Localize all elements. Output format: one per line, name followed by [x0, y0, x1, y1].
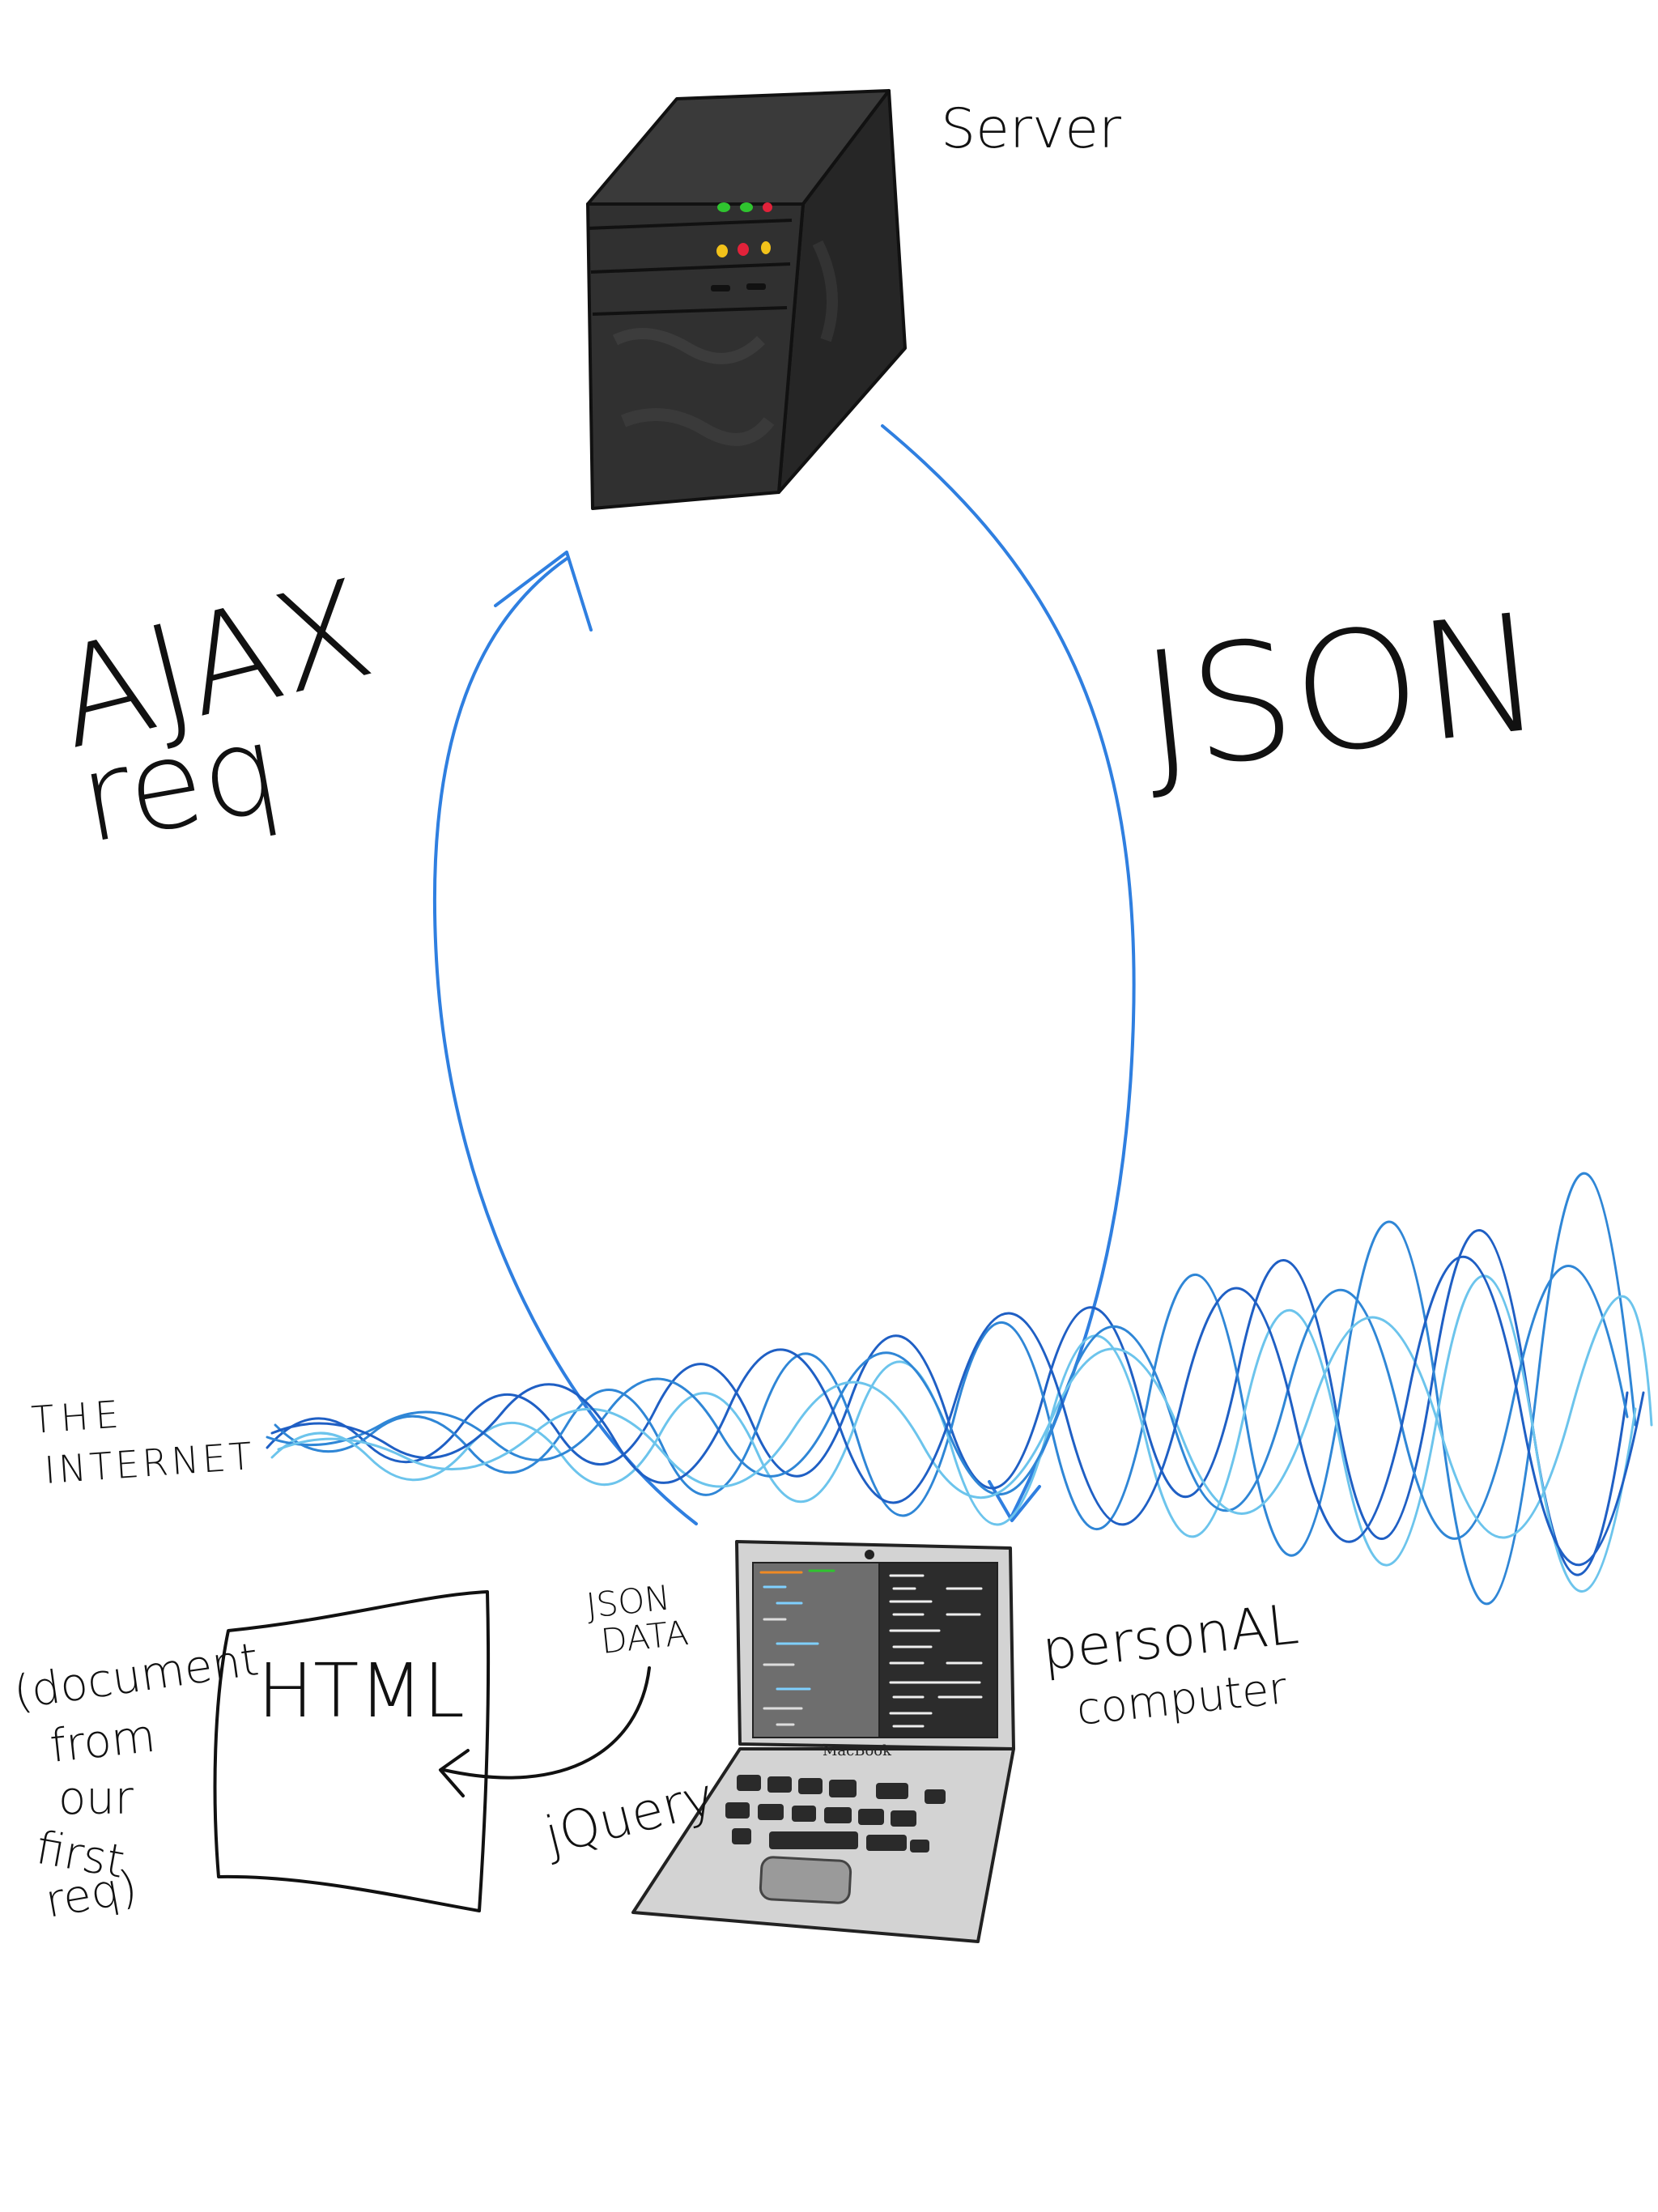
ajax-label-line2: req	[70, 697, 290, 870]
server-label: Server	[941, 97, 1121, 161]
internet-label-line1: THE	[30, 1392, 126, 1442]
json-data-label-line1: JSON	[585, 1577, 672, 1626]
json-data-label-line2: DATA	[599, 1613, 691, 1661]
doc-note-line2: from	[48, 1710, 158, 1773]
server-tower-icon	[586, 89, 907, 510]
laptop-icon	[631, 1540, 1015, 1943]
jquery-arrow	[439, 1666, 651, 1797]
ajax-request-arrow	[432, 551, 698, 1525]
doc-note-line1: (document	[11, 1633, 261, 1720]
internet-waves	[266, 1172, 1653, 1606]
macbook-label: MacBook	[823, 1742, 892, 1759]
doc-note-line3: our	[58, 1772, 134, 1825]
json-response-arrow	[881, 424, 1136, 1522]
internet-label-line2: INTERNET	[43, 1434, 257, 1492]
json-label: JSON	[1134, 578, 1551, 807]
html-document-box	[213, 1590, 491, 1912]
html-label: HTML	[257, 1648, 465, 1734]
